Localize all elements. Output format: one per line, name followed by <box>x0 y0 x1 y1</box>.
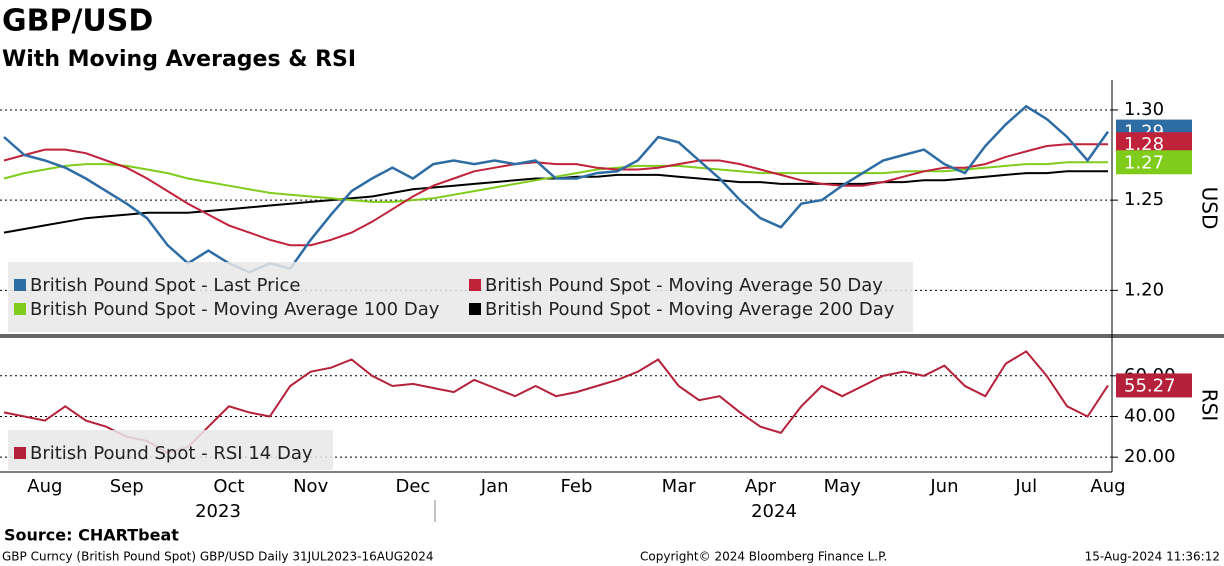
x-tick-label: Apr <box>745 476 777 497</box>
footer-timestamp: 15-Aug-2024 11:36:12 <box>1085 550 1220 564</box>
legend-swatch <box>14 303 26 315</box>
y-tick-label: 20.00 <box>1124 446 1176 467</box>
year-label: 2023 <box>195 501 241 522</box>
chart-title: GBP/USD <box>2 4 153 39</box>
last-value-badge <box>1116 150 1192 175</box>
legend-label: British Pound Spot - Last Price <box>30 275 301 296</box>
x-tick-label: Feb <box>561 476 593 497</box>
legend-swatch <box>14 279 26 291</box>
x-tick-label: Jan <box>480 476 509 497</box>
x-tick-label: Mar <box>662 476 697 497</box>
x-tick-label: Oct <box>213 476 244 497</box>
footer-security: GBP Curncy (British Pound Spot) GBP/USD … <box>2 550 434 564</box>
footer-copyright: Copyright© 2024 Bloomberg Finance L.P. <box>640 550 887 564</box>
legend-box <box>8 262 913 332</box>
last-value-label: 1.27 <box>1124 152 1164 173</box>
y-axis-label: USD <box>1198 187 1222 230</box>
y-tick-label: 1.25 <box>1124 189 1164 210</box>
legend-swatch <box>14 447 26 459</box>
year-label: 2024 <box>751 501 797 522</box>
series-line <box>3 104 1110 274</box>
legend-box <box>8 430 333 470</box>
last-value-label: 1.28 <box>1124 134 1164 155</box>
y-tick-label: 40.00 <box>1124 405 1176 426</box>
x-tick-label: Dec <box>395 476 430 497</box>
legend-label: British Pound Spot - Moving Average 100 … <box>30 299 440 320</box>
y-tick-label: 1.30 <box>1124 99 1164 120</box>
last-value-label: 55.27 <box>1124 375 1176 396</box>
y-tick-label: 1.20 <box>1124 279 1164 300</box>
legend-swatch <box>469 279 481 291</box>
x-tick-label: Jun <box>929 476 958 497</box>
x-tick-label: Nov <box>293 476 328 497</box>
source: Source: CHARTbeat <box>4 526 179 545</box>
x-tick-label: May <box>824 476 862 497</box>
series-line <box>3 170 1108 234</box>
x-tick-label: Jul <box>1014 476 1037 497</box>
legend-label: British Pound Spot - Moving Average 50 D… <box>485 275 883 296</box>
y-axis-label: RSI <box>1198 389 1222 422</box>
chart-subtitle: With Moving Averages & RSI <box>2 47 356 72</box>
legend-label: British Pound Spot - Moving Average 200 … <box>485 299 895 320</box>
series-line <box>3 143 1108 247</box>
last-value-badge <box>1116 373 1192 398</box>
x-tick-label: Aug <box>1090 476 1125 497</box>
x-tick-label: Sep <box>110 476 144 497</box>
legend-swatch <box>469 303 481 315</box>
panel-divider <box>0 334 1224 338</box>
legend-label: British Pound Spot - RSI 14 Day <box>30 443 313 464</box>
x-tick-label: Aug <box>27 476 62 497</box>
